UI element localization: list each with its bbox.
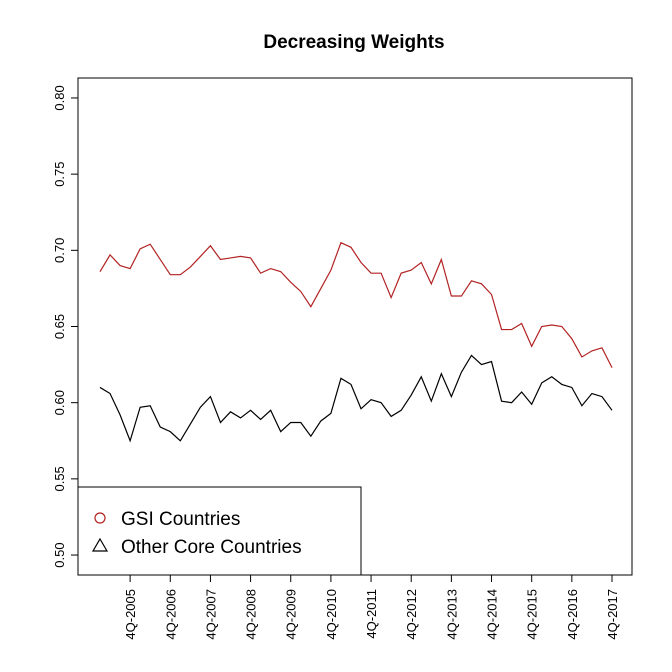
y-tick-label: 0.80 [52,85,67,110]
y-tick-label: 0.55 [52,466,67,491]
y-tick-label: 0.65 [52,314,67,339]
y-tick-label: 0.60 [52,390,67,415]
y-tick-label: 0.75 [52,161,67,186]
x-tick-label: 4Q-2015 [525,589,540,640]
y-tick-label: 0.70 [52,238,67,263]
legend-label: GSI Countries [121,509,240,530]
x-tick-label: 4Q-2007 [203,589,218,640]
legend-label: Other Core Countries [121,537,302,558]
series-line [99,241,613,368]
x-tick-label: 4Q-2010 [324,589,339,640]
legend-box [77,486,362,576]
x-tick-label: 4Q-2006 [163,589,178,640]
y-tick-label: 0.50 [52,542,67,567]
series-line [99,354,613,443]
chart-title: Decreasing Weights [263,32,444,53]
x-tick-label: 4Q-2008 [244,589,259,640]
x-tick-label: 4Q-2005 [123,589,138,640]
x-tick-label: 4Q-2017 [605,589,620,640]
legend-marker [94,512,106,524]
x-tick-label: 4Q-2009 [284,589,299,640]
x-tick-label: 4Q-2014 [485,589,500,640]
x-tick-label: 4Q-2012 [404,589,419,640]
legend-marker [91,537,109,552]
x-tick-label: 4Q-2011 [364,589,379,639]
x-tick-label: 4Q-2013 [444,589,459,640]
x-tick-label: 4Q-2016 [565,589,580,640]
